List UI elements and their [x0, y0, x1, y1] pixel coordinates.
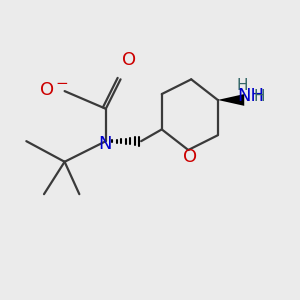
Text: H: H [253, 89, 265, 104]
Text: H: H [237, 78, 248, 93]
Text: O: O [40, 81, 54, 99]
Text: NH: NH [237, 86, 264, 104]
Polygon shape [218, 94, 244, 106]
Text: N: N [98, 134, 112, 152]
Text: O: O [122, 51, 136, 69]
Text: O: O [183, 148, 197, 166]
Text: −: − [56, 76, 68, 91]
